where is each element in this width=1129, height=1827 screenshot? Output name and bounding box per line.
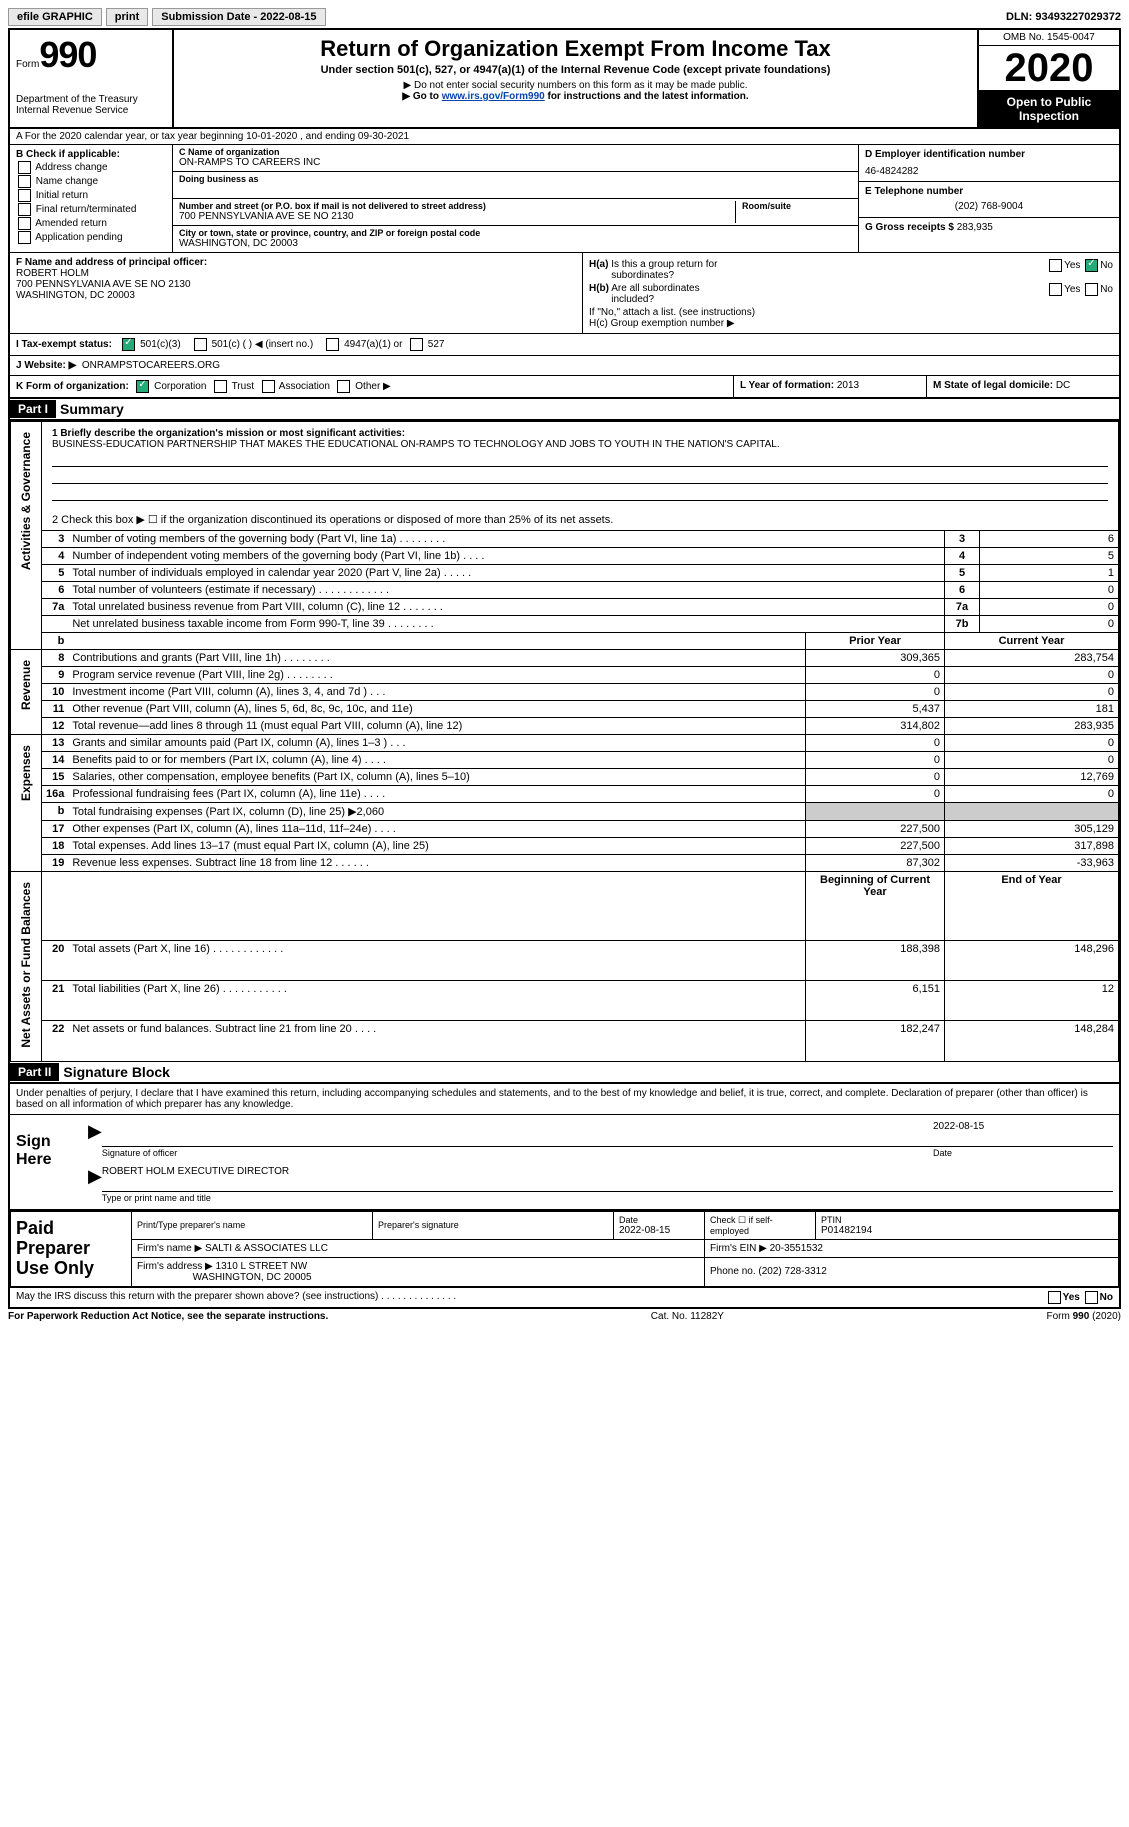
irs: Internal Revenue Service bbox=[16, 105, 166, 116]
row-fh: F Name and address of principal officer:… bbox=[10, 253, 1119, 334]
gross-val: 283,935 bbox=[957, 222, 993, 233]
footer-left: For Paperwork Reduction Act Notice, see … bbox=[8, 1311, 328, 1322]
summary-table: Activities & Governance 1 Briefly descri… bbox=[10, 421, 1119, 1062]
col-f: F Name and address of principal officer:… bbox=[10, 253, 583, 333]
sig-section: Under penalties of perjury, I declare th… bbox=[10, 1084, 1119, 1307]
form-sub: Under section 501(c), 527, or 4947(a)(1)… bbox=[180, 64, 971, 76]
dba-lbl: Doing business as bbox=[179, 174, 852, 184]
city-lbl: City or town, state or province, country… bbox=[179, 228, 852, 238]
dln: DLN: 93493227029372 bbox=[1006, 11, 1121, 23]
gross-lbl: G Gross receipts $ bbox=[865, 222, 954, 233]
form990-link[interactable]: www.irs.gov/Form990 bbox=[442, 91, 545, 102]
header-right: OMB No. 1545-0047 2020 Open to Public In… bbox=[977, 30, 1119, 127]
sig-intro: Under penalties of perjury, I declare th… bbox=[10, 1084, 1119, 1115]
section-bc: B Check if applicable: Address change Na… bbox=[10, 145, 1119, 253]
addr-lbl: Number and street (or P.O. box if mail i… bbox=[179, 201, 729, 211]
phone-lbl: E Telephone number bbox=[865, 186, 1113, 197]
note2: ▶ Go to www.irs.gov/Form990 for instruct… bbox=[180, 91, 971, 102]
col-c: C Name of organization ON-RAMPS TO CAREE… bbox=[173, 145, 858, 252]
q2: 2 Check this box ▶ ☐ if the organization… bbox=[46, 511, 1114, 528]
ein-val: 46-4824282 bbox=[865, 166, 1113, 177]
col-h: H(a) Is this a group return for subordin… bbox=[583, 253, 1119, 333]
cb-pending[interactable]: Application pending bbox=[16, 231, 166, 244]
h-c: H(c) Group exemption number ▶ bbox=[589, 318, 1113, 329]
sig-date-val: 2022-08-15 bbox=[933, 1121, 1113, 1132]
sidebar-gov: Activities & Governance bbox=[19, 424, 33, 578]
inspection: Open to Public Inspection bbox=[979, 91, 1119, 127]
cb-amended[interactable]: Amended return bbox=[16, 217, 166, 230]
part2-header: Part II Signature Block bbox=[10, 1062, 1119, 1084]
h-note: If "No," attach a list. (see instruction… bbox=[589, 307, 1113, 318]
part1-header: Part I Summary bbox=[10, 399, 1119, 421]
col-b: B Check if applicable: Address change Na… bbox=[10, 145, 173, 252]
part2-title: Signature Block bbox=[59, 1062, 174, 1082]
submission-date: Submission Date - 2022-08-15 bbox=[152, 8, 325, 26]
org-addr: 700 PENNSYLVANIA AVE SE NO 2130 bbox=[179, 211, 729, 222]
cb-initial[interactable]: Initial return bbox=[16, 189, 166, 202]
f-name: ROBERT HOLM bbox=[16, 268, 576, 279]
org-city: WASHINGTON, DC 20003 bbox=[179, 238, 852, 249]
ein-lbl: D Employer identification number bbox=[865, 149, 1113, 160]
row-i: I Tax-exempt status: 501(c)(3) 501(c) ( … bbox=[10, 334, 1119, 356]
footer: For Paperwork Reduction Act Notice, see … bbox=[8, 1309, 1121, 1324]
part1-title: Summary bbox=[56, 399, 128, 419]
discuss-row: May the IRS discuss this return with the… bbox=[10, 1287, 1119, 1307]
name-lbl: C Name of organization bbox=[179, 147, 852, 157]
form-container: Form990 Department of the Treasury Inter… bbox=[8, 28, 1121, 1309]
form-title: Return of Organization Exempt From Incom… bbox=[180, 36, 971, 62]
footer-mid: Cat. No. 11282Y bbox=[651, 1311, 724, 1322]
f-addr2: WASHINGTON, DC 20003 bbox=[16, 290, 576, 301]
col-b-hdr: B Check if applicable: bbox=[16, 149, 166, 160]
dept: Department of the Treasury bbox=[16, 94, 166, 105]
efile-button[interactable]: efile GRAPHIC bbox=[8, 8, 102, 26]
tax-year: 2020 bbox=[979, 46, 1119, 91]
sign-here: Sign Here ▶ 2022-08-15 Signature of offi… bbox=[10, 1115, 1119, 1211]
topbar: efile GRAPHIC print Submission Date - 20… bbox=[8, 8, 1121, 26]
sidebar-exp: Expenses bbox=[19, 737, 33, 809]
cb-final[interactable]: Final return/terminated bbox=[16, 203, 166, 216]
room-lbl: Room/suite bbox=[742, 201, 852, 211]
q1-lbl: 1 Briefly describe the organization's mi… bbox=[52, 428, 405, 439]
preparer-table: Paid Preparer Use Only Print/Type prepar… bbox=[10, 1211, 1119, 1287]
footer-right: Form 990 (2020) bbox=[1047, 1311, 1121, 1322]
print-button[interactable]: print bbox=[106, 8, 148, 26]
omb: OMB No. 1545-0047 bbox=[979, 30, 1119, 46]
header-mid: Return of Organization Exempt From Incom… bbox=[174, 30, 977, 127]
part2-hdr: Part II bbox=[10, 1063, 59, 1081]
col-de: D Employer identification number 46-4824… bbox=[858, 145, 1119, 252]
row-j: J Website: ▶ ONRAMPSTOCAREERS.ORG bbox=[10, 356, 1119, 376]
f-addr1: 700 PENNSYLVANIA AVE SE NO 2130 bbox=[16, 279, 576, 290]
paid-lbl: Paid Preparer Use Only bbox=[11, 1211, 132, 1286]
part1-hdr: Part I bbox=[10, 400, 56, 418]
sidebar-net: Net Assets or Fund Balances bbox=[19, 874, 33, 1056]
form-prefix: Form bbox=[16, 59, 39, 70]
f-lbl: F Name and address of principal officer: bbox=[16, 257, 576, 268]
sign-here-lbl: Sign Here bbox=[10, 1115, 82, 1209]
cb-address[interactable]: Address change bbox=[16, 161, 166, 174]
sidebar-rev: Revenue bbox=[19, 652, 33, 718]
header: Form990 Department of the Treasury Inter… bbox=[10, 30, 1119, 129]
website-val: ONRAMPSTOCAREERS.ORG bbox=[82, 360, 220, 371]
q1-val: BUSINESS-EDUCATION PARTNERSHIP THAT MAKE… bbox=[52, 439, 780, 450]
org-name: ON-RAMPS TO CAREERS INC bbox=[179, 157, 852, 168]
row-a: A For the 2020 calendar year, or tax yea… bbox=[10, 129, 1119, 145]
cb-name[interactable]: Name change bbox=[16, 175, 166, 188]
row-klm: K Form of organization: Corporation Trus… bbox=[10, 376, 1119, 399]
form-number: 990 bbox=[39, 34, 96, 75]
header-left: Form990 Department of the Treasury Inter… bbox=[10, 30, 174, 127]
officer-name: ROBERT HOLM EXECUTIVE DIRECTOR bbox=[102, 1166, 1113, 1177]
phone-val: (202) 768-9004 bbox=[865, 201, 1113, 212]
note1: ▶ Do not enter social security numbers o… bbox=[180, 80, 971, 91]
